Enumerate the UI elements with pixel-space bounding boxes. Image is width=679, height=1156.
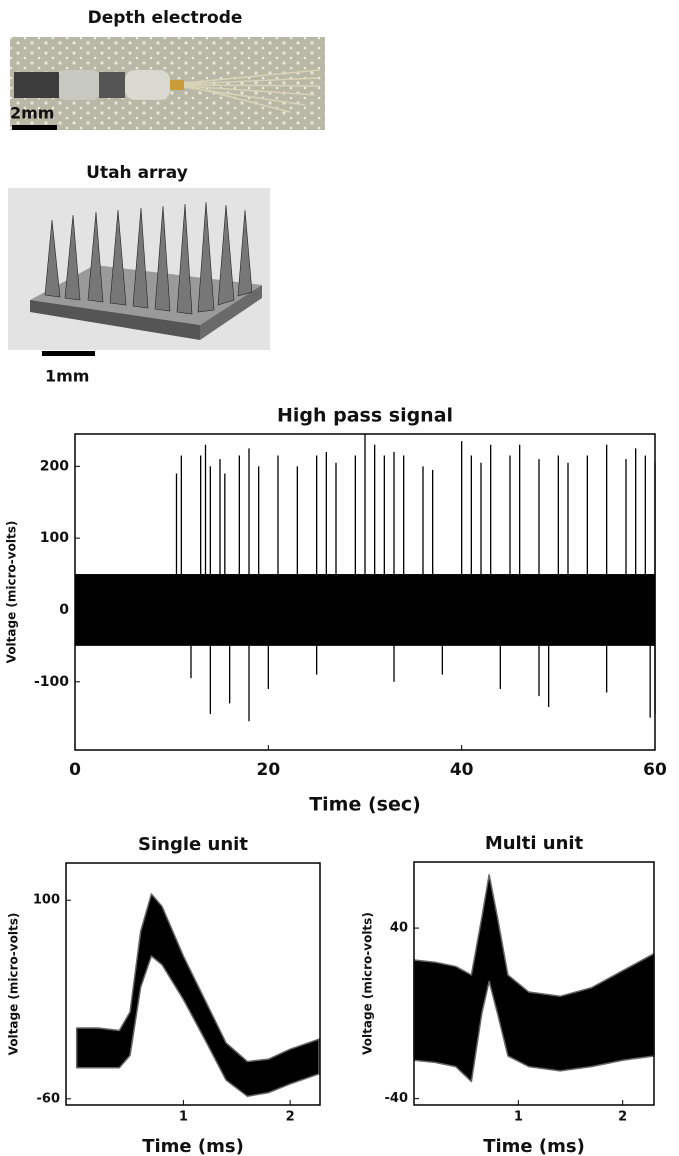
y-tick-label: 100 (40, 530, 69, 546)
photo-title: Depth electrode (88, 8, 243, 28)
photo-title: Utah array (86, 163, 188, 183)
electrode-photo (10, 37, 325, 130)
x-tick-label: 1 (514, 1110, 523, 1125)
waveform-band (413, 874, 655, 1083)
x-tick-label: 20 (256, 760, 280, 780)
scale-label: 2mm (10, 104, 54, 123)
chart-title: Single unit (138, 834, 248, 855)
y-tick-label: -100 (34, 674, 69, 690)
chart-title: Multi unit (485, 833, 584, 854)
plot-frame (413, 861, 655, 1106)
y-axis-label: Voltage (micro-volts) (361, 912, 375, 1055)
plot-frame (65, 862, 321, 1106)
waveform-band (75, 893, 320, 1098)
y-tick-label: 40 (390, 921, 408, 936)
x-axis-label: Time (sec) (309, 794, 421, 816)
y-tick-label: 100 (33, 893, 60, 908)
x-tick-label: 1 (179, 1110, 188, 1125)
y-tick-label: -40 (385, 1091, 409, 1106)
x-tick-label: 2 (618, 1110, 627, 1125)
y-tick-label: 0 (59, 602, 69, 618)
utah-array-photo (8, 188, 270, 356)
plot-frame (74, 433, 656, 751)
y-axis-label: Voltage (micro-volts) (5, 521, 19, 664)
y-axis-label: Voltage (micro-volts) (7, 913, 21, 1056)
y-tick-label: -60 (37, 1091, 61, 1106)
x-axis-label: Time (ms) (142, 1136, 244, 1156)
x-axis-label: Time (ms) (483, 1136, 585, 1156)
chart-title: High pass signal (277, 405, 453, 427)
x-tick-label: 2 (286, 1110, 295, 1125)
x-tick-label: 0 (69, 760, 81, 780)
x-tick-label: 60 (643, 760, 667, 780)
x-tick-label: 40 (450, 760, 474, 780)
y-tick-label: 200 (40, 458, 69, 474)
scale-label: 1mm (45, 367, 89, 386)
